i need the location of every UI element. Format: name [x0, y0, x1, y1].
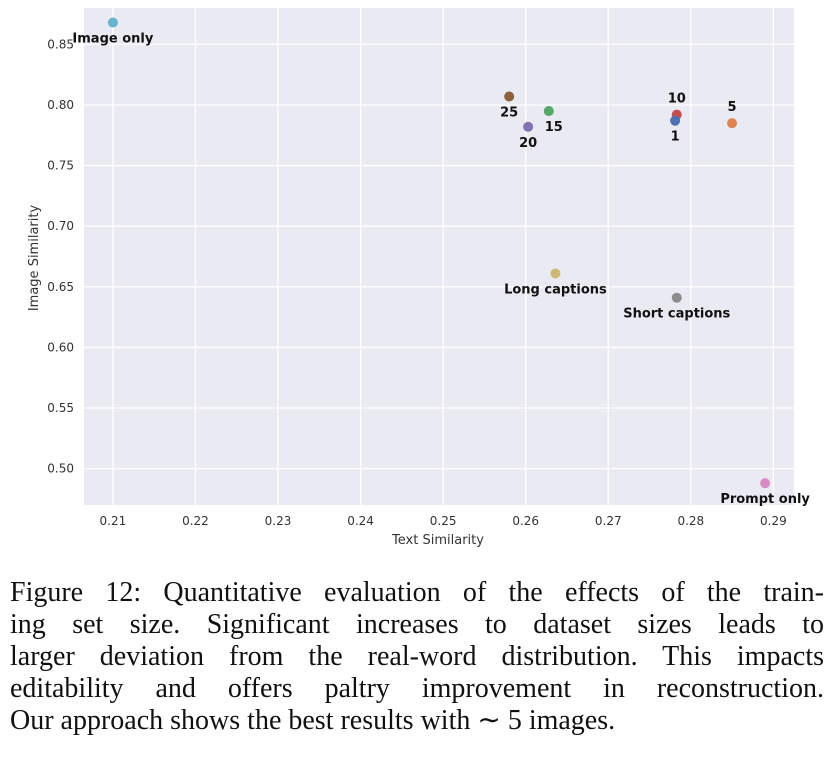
y-tick-label: 0.60 [47, 340, 74, 354]
data-point [550, 268, 561, 279]
y-tick-label: 0.80 [47, 98, 74, 112]
x-tick-label: 0.26 [512, 514, 539, 528]
tick-labels: 0.21 0.22 0.23 0.24 0.25 0.26 0.27 0.28 0.29 0.50… [47, 37, 786, 528]
x-tick-label: 0.28 [677, 514, 704, 528]
point-label: 25 [500, 105, 518, 120]
caption-line-1: Figure 12: Quantitative evaluation of th… [10, 577, 824, 608]
y-tick-label: 0.75 [47, 159, 74, 173]
caption-line-2: ing set size. Significant increases to d… [10, 609, 824, 640]
x-tick-label: 0.27 [595, 514, 622, 528]
x-tick-label: 0.25 [430, 514, 457, 528]
point-label: Long captions [504, 282, 607, 297]
point-label: Prompt only [720, 492, 810, 507]
point-label: 1 [671, 130, 680, 145]
data-point [671, 292, 682, 303]
point-label: Image only [72, 32, 153, 47]
caption-line-4: editability and offers paltry improvemen… [10, 673, 824, 704]
data-points [107, 17, 771, 489]
caption-line-5: Our approach shows the best results with… [10, 705, 616, 736]
point-label: 15 [545, 120, 563, 135]
x-tick-label: 0.29 [760, 514, 787, 528]
figure-caption: Figure 12: Quantitative evaluation of th… [10, 577, 824, 737]
x-axis-label: Text Similarity [391, 533, 484, 548]
y-tick-label: 0.70 [47, 219, 74, 233]
point-label: Short captions [623, 307, 730, 322]
scatter-figure: 0.21 0.22 0.23 0.24 0.25 0.26 0.27 0.28 0.29 0.50… [27, 8, 810, 548]
x-tick-label: 0.21 [100, 514, 127, 528]
data-point [523, 121, 534, 132]
data-point [504, 91, 515, 102]
y-tick-label: 0.50 [47, 462, 74, 476]
y-axis-label: Image Similarity [27, 205, 42, 312]
y-tick-label: 0.65 [47, 280, 74, 294]
y-tick-label: 0.55 [47, 401, 74, 415]
data-point [670, 115, 681, 126]
x-tick-label: 0.22 [182, 514, 209, 528]
x-tick-label: 0.24 [347, 514, 374, 528]
point-label: 10 [668, 92, 686, 107]
point-label: 20 [519, 136, 537, 151]
plot-area [84, 8, 794, 505]
y-tick-label: 0.85 [47, 37, 74, 51]
scatter-chart: 0.21 0.22 0.23 0.24 0.25 0.26 0.27 0.28 0.29 0.50… [27, 8, 810, 548]
data-point [543, 106, 554, 117]
point-label: 5 [728, 100, 737, 115]
grid-lines [84, 8, 794, 505]
caption-line-3: larger deviation from the real-word dist… [10, 641, 824, 672]
data-point [107, 17, 118, 28]
data-point [760, 478, 771, 489]
x-tick-label: 0.23 [265, 514, 292, 528]
data-point [727, 118, 738, 129]
